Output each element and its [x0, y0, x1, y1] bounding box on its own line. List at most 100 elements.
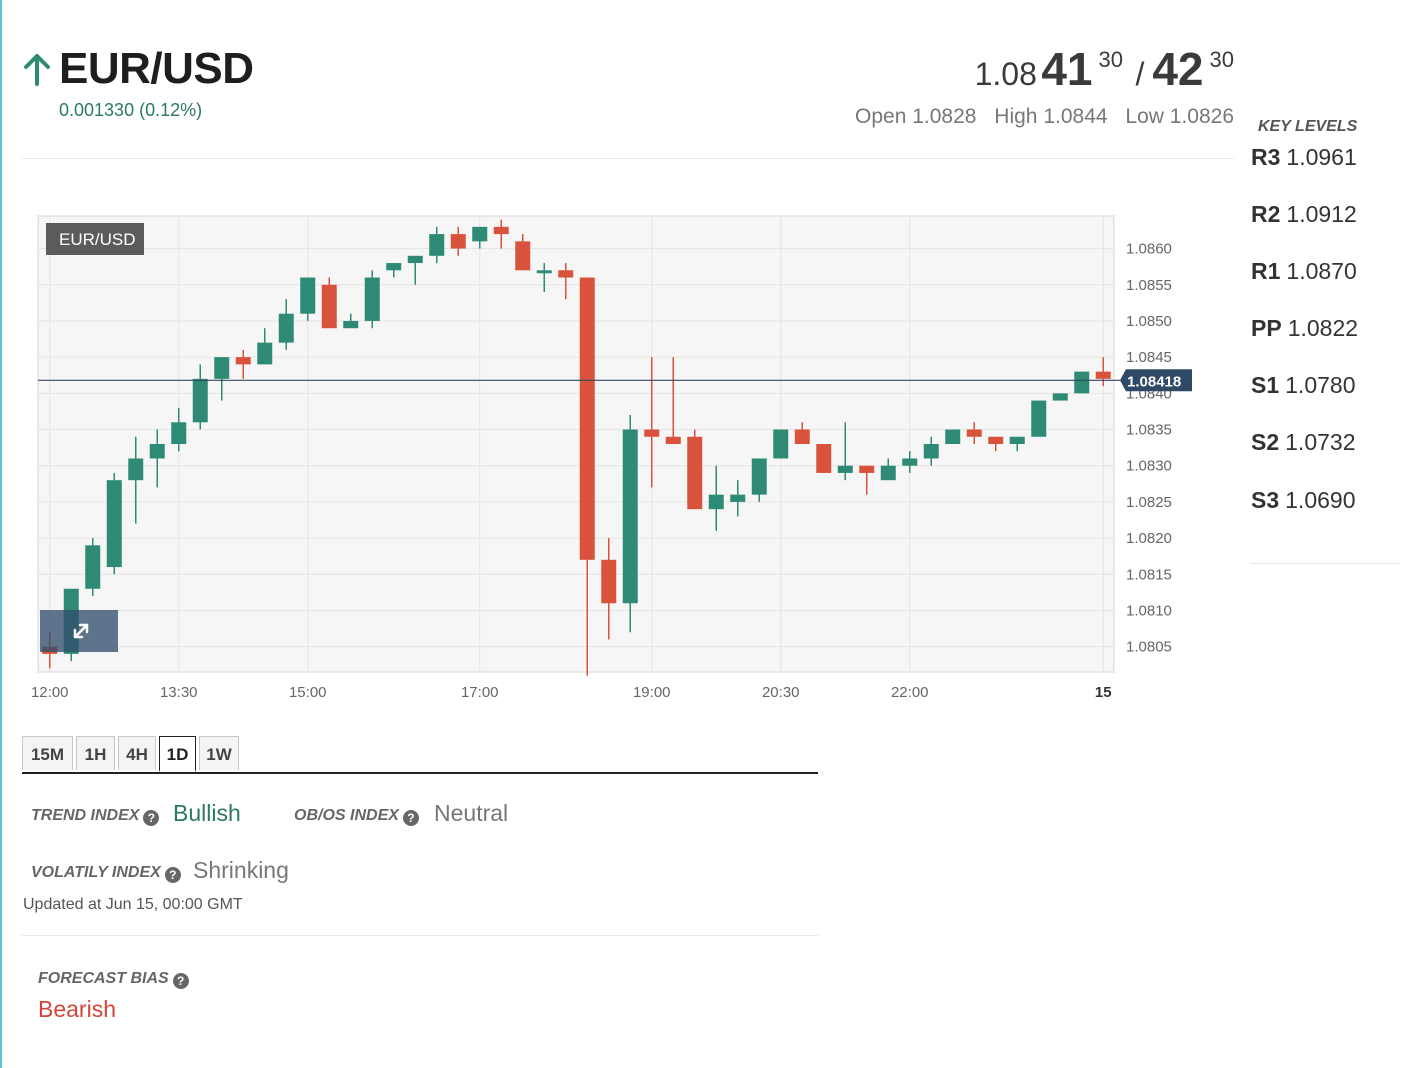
volatility-index-text: VOLATILY INDEX	[31, 864, 161, 881]
x-tick-label: 15:00	[289, 684, 327, 701]
candle-body	[794, 429, 810, 444]
key-level-label: S2	[1251, 429, 1280, 455]
y-tick-label: 1.0850	[1126, 313, 1172, 330]
candle-body	[85, 545, 101, 589]
indices-divider	[22, 935, 818, 936]
help-icon[interactable]: ?	[143, 810, 160, 826]
key-levels-title: KEY LEVELS	[1258, 118, 1358, 135]
x-tick-label: 13:30	[160, 684, 198, 701]
symbol-badge: EUR/USD	[59, 230, 136, 249]
candle-body	[880, 465, 896, 481]
forecast-bias-text: FORECAST BIAS	[38, 970, 169, 987]
key-level-r3: R3 1.0961	[1251, 144, 1357, 171]
candle-body	[751, 458, 767, 495]
bid-pip: 30	[1098, 47, 1123, 72]
tab-4h[interactable]: 4H	[118, 736, 156, 770]
key-level-s2: S2 1.0732	[1251, 429, 1356, 456]
high-value: High 1.0844	[994, 105, 1108, 128]
candle-body	[321, 284, 337, 329]
key-level-label: R1	[1251, 258, 1281, 284]
help-icon[interactable]: ?	[172, 973, 189, 989]
candle-body	[1009, 436, 1025, 444]
candle-body	[988, 436, 1004, 444]
candle-body	[558, 270, 574, 278]
key-levels-divider	[1250, 563, 1400, 564]
y-tick-label: 1.0820	[1126, 530, 1172, 547]
updated-timestamp: Updated at Jun 15, 00:00 GMT	[23, 896, 243, 913]
candle-body	[278, 313, 294, 343]
ohl-summary: Open 1.0828 High 1.0844 Low 1.0826	[843, 105, 1234, 129]
current-price-tag	[1120, 369, 1192, 392]
key-level-label: R2	[1251, 201, 1281, 227]
price-change: 0.001330 (0.12%)	[59, 100, 203, 120]
candle-body	[407, 255, 423, 264]
y-tick-label: 1.0860	[1126, 241, 1172, 258]
help-icon[interactable]: ?	[164, 867, 181, 883]
key-level-s3: S3 1.0690	[1251, 487, 1356, 514]
candle-body	[515, 241, 531, 271]
current-price-marker: 1.08418	[38, 369, 1192, 392]
open-value: Open 1.0828	[855, 105, 977, 128]
key-level-s1: S1 1.0780	[1251, 372, 1356, 399]
y-tick-label: 1.0810	[1126, 602, 1172, 619]
x-tick-label: 15	[1095, 684, 1112, 701]
tab-1d[interactable]: 1D	[159, 736, 196, 772]
y-tick-label: 1.0830	[1126, 458, 1172, 475]
candle-body	[450, 234, 466, 249]
candle-body	[945, 429, 961, 444]
y-tick-label: 1.0855	[1126, 277, 1172, 294]
candle-body	[1052, 393, 1068, 401]
chart-grid	[38, 216, 1114, 672]
y-tick-label: 1.0825	[1126, 494, 1172, 511]
candle-body	[1074, 371, 1090, 394]
key-level-value: 1.0822	[1287, 315, 1359, 341]
tab-1w[interactable]: 1W	[199, 736, 239, 770]
obos-index-value: Neutral	[434, 800, 509, 826]
y-tick-label: 1.0845	[1126, 349, 1172, 366]
bid-ask-quote: 1.08 41 30 /42 30	[975, 42, 1234, 96]
key-level-label: PP	[1251, 315, 1282, 341]
volatility-index-label: VOLATILY INDEX?	[31, 864, 181, 883]
bid-big-figure: 41	[1041, 43, 1093, 95]
bid-prefix: 1.08	[974, 56, 1037, 92]
help-icon[interactable]: ?	[402, 810, 419, 826]
candle-body	[300, 277, 316, 314]
candle-body	[730, 494, 746, 502]
header-divider	[22, 158, 1234, 159]
key-level-pp: PP 1.0822	[1251, 315, 1358, 342]
arrow-up-icon	[24, 54, 50, 86]
candle-body	[128, 458, 144, 481]
obos-index-text: OB/OS INDEX	[294, 807, 399, 824]
candle-body	[472, 226, 488, 242]
key-level-value: 1.0961	[1286, 144, 1357, 170]
candle-body	[966, 429, 982, 437]
candle-body	[601, 559, 617, 604]
key-level-value: 1.0780	[1285, 372, 1356, 398]
quote-separator: /	[1135, 56, 1145, 92]
ask-big-figure: 42	[1152, 43, 1204, 95]
timeframe-tabs: 15M 1H 4H 1D 1W	[22, 736, 818, 774]
candle-body	[859, 465, 875, 473]
candle-body	[644, 429, 660, 437]
candle-body	[192, 378, 208, 423]
candle-body	[687, 436, 703, 510]
candle-body	[837, 465, 853, 473]
candle-body	[429, 234, 445, 256]
expand-icon	[73, 623, 89, 639]
candle-body	[708, 494, 724, 510]
expand-chart-button[interactable]	[40, 610, 118, 652]
x-tick-label: 20:30	[762, 684, 800, 701]
candle-body	[923, 444, 939, 459]
chart-axis-labels: 1.08601.08551.08501.08451.08401.08351.08…	[31, 241, 1172, 701]
y-tick-label: 1.0805	[1126, 639, 1172, 656]
tab-15m[interactable]: 15M	[22, 736, 73, 770]
x-tick-label: 12:00	[31, 684, 69, 701]
tab-1h[interactable]: 1H	[76, 736, 115, 770]
key-level-value: 1.0870	[1286, 258, 1357, 284]
price-chart[interactable]: 1.08601.08551.08501.08451.08401.08351.08…	[2, 200, 1242, 720]
key-level-r1: R1 1.0870	[1251, 258, 1357, 285]
candle-body	[665, 436, 681, 444]
forecast-bias-value: Bearish	[38, 996, 116, 1022]
current-price-label: 1.08418	[1127, 373, 1181, 390]
x-tick-label: 22:00	[891, 684, 929, 701]
